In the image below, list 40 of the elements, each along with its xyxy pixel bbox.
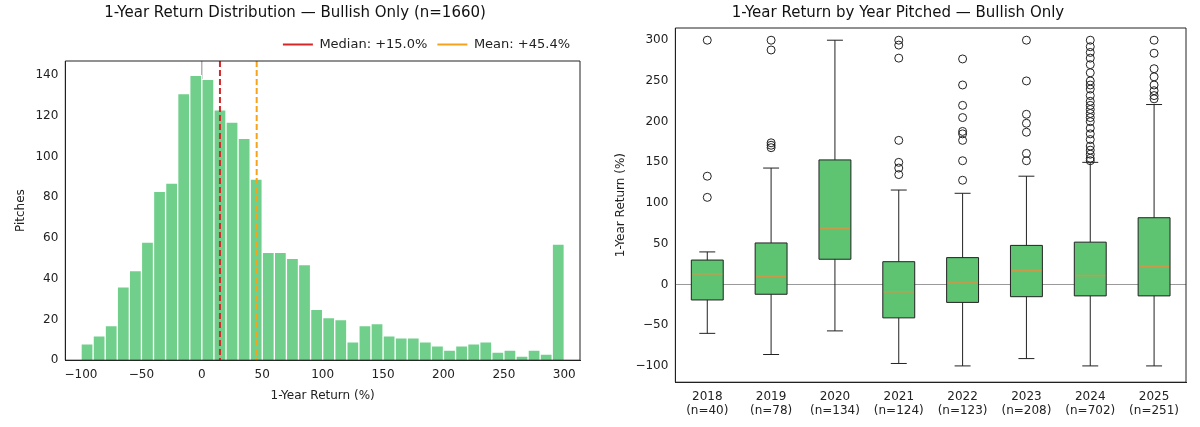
y-tick-label: 40 (43, 270, 59, 285)
y-tick-label: −50 (643, 317, 669, 332)
x-tick-label: 2023 (n=208) (1001, 388, 1052, 417)
legend-label: Mean: +45.4% (473, 35, 570, 51)
x-tick-label: 2025 (n=251) (1129, 388, 1180, 417)
x-tick-label: 250 (492, 366, 516, 381)
y-tick-label: 200 (645, 113, 669, 128)
x-tick-label: 300 (552, 366, 576, 381)
y-tick-label: 0 (50, 352, 59, 367)
y-axis-title: 1-Year Return (%) (613, 153, 628, 258)
x-tick-label: 2024 (n=702) (1065, 388, 1116, 417)
y-tick-label: 0 (660, 276, 669, 291)
x-tick-label: −50 (128, 366, 155, 381)
y-tick-label: 300 (645, 32, 669, 47)
x-axis-title: 1-Year Return (%) (270, 387, 375, 402)
y-tick-label: 60 (43, 230, 59, 245)
y-tick-label: 120 (35, 108, 59, 123)
y-tick-label: 80 (43, 189, 59, 204)
x-tick-label: 200 (432, 366, 455, 381)
chart-title: 1-Year Return Distribution — Bullish Only (n=1660) (104, 2, 486, 21)
x-tick-label: 2022 (n=123) (937, 388, 988, 417)
x-tick-label: −100 (64, 366, 98, 381)
y-tick-label: 150 (645, 154, 669, 169)
chart-title: 1-Year Return by Year Pitched — Bullish Only (731, 2, 1065, 21)
x-tick-label: 150 (371, 366, 395, 381)
x-tick-label: 50 (254, 366, 270, 381)
x-tick-label: 100 (311, 366, 335, 381)
x-tick-label: 2020 (n=134) (809, 388, 860, 417)
y-tick-label: 100 (35, 148, 59, 163)
y-tick-label: 140 (35, 67, 59, 82)
x-tick-label: 2021 (n=124) (873, 388, 924, 417)
legend-label: Median: +15.0% (319, 35, 428, 51)
y-tick-label: 20 (43, 311, 59, 326)
x-tick-label: 0 (198, 366, 206, 381)
y-axis-title: Pitches (13, 189, 28, 233)
y-tick-label: 100 (645, 195, 669, 210)
y-tick-label: 50 (653, 235, 669, 250)
x-tick-label: 2018 (n=40) (686, 388, 729, 417)
y-tick-label: 250 (645, 73, 669, 88)
x-tick-label: 2019 (n=78) (749, 388, 793, 417)
